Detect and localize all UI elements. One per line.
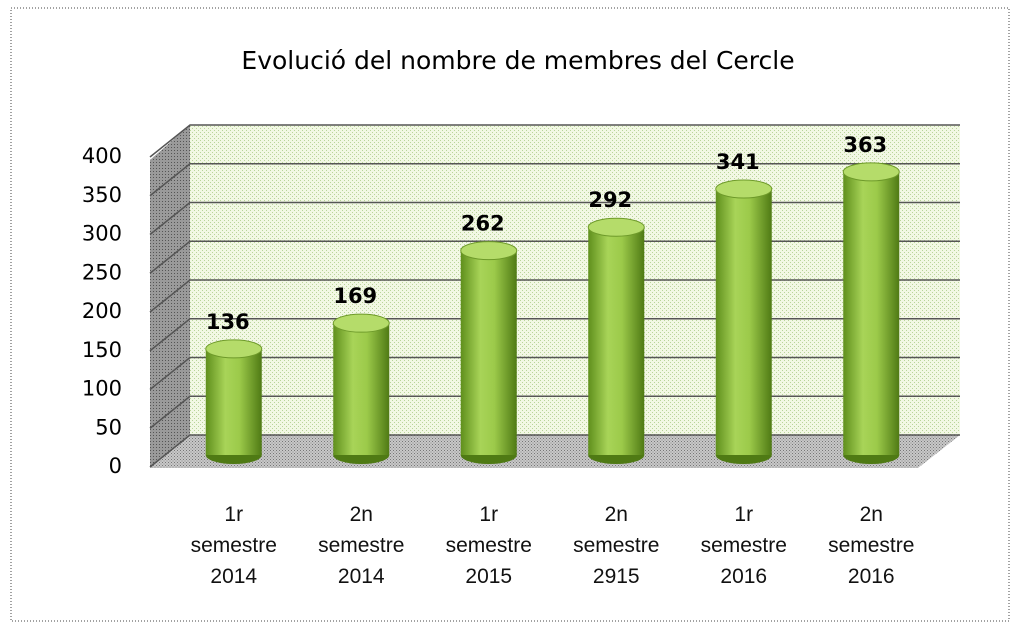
grid-line [149,240,960,274]
bar-top [587,217,645,237]
data-label: 363 [843,133,887,157]
chart-title: Evolució del nombre de membres del Cercl… [241,46,794,75]
grid-line [149,279,960,313]
grid-line [149,124,960,158]
x-tick-label: 2n semestre 2915 [573,503,660,588]
bar [333,323,390,455]
floor [150,435,960,468]
bar-top [460,241,518,261]
x-tick-label: 2n semestre 2016 [828,503,915,588]
y-tick-label: 400 [82,144,122,168]
y-tick-label: 50 [95,415,122,439]
grid-line [149,434,960,468]
bar [843,171,900,456]
data-label: 262 [461,212,505,236]
bar-top [842,162,900,182]
data-label: 136 [206,310,250,334]
grid-line [149,395,960,429]
x-tick-label: 1r semestre 2014 [190,503,277,588]
bar [205,348,262,455]
y-tick-label: 350 [82,183,122,207]
y-tick-label: 150 [82,338,122,362]
data-label: 169 [333,284,377,308]
y-tick-label: 0 [109,454,122,478]
bar [460,250,517,455]
x-tick-label: 1r semestre 2016 [700,503,787,588]
bar-top [715,179,773,199]
grid-line [149,318,960,352]
data-label: 341 [716,150,760,174]
y-tick-label: 100 [82,377,122,401]
x-tick-label: 2n semestre 2014 [318,503,405,588]
bar-top [332,313,390,333]
x-tick-label: 1r semestre 2015 [445,503,532,588]
bar [588,227,645,455]
y-tick-label: 300 [82,222,122,246]
grid-line [149,356,960,391]
data-label: 292 [588,188,632,212]
y-tick-label: 250 [82,260,122,284]
grid-line [149,201,960,236]
bar-top [205,339,263,359]
y-tick-label: 200 [82,299,122,323]
bar [715,189,772,455]
grid-line [149,163,960,197]
frame [10,7,1010,622]
